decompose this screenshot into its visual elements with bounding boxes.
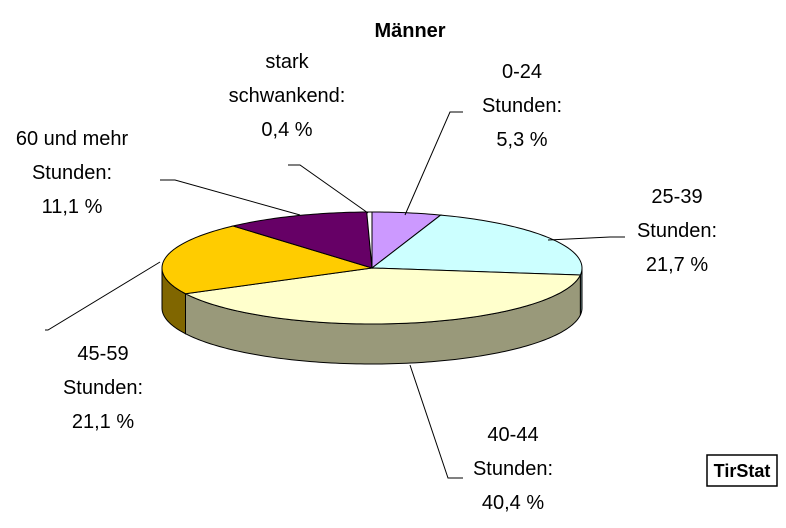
slice (371, 211, 442, 270)
slice-label: 0-24 (502, 61, 542, 83)
slice-label: 40-44 (487, 424, 538, 446)
value-label: 21,7 % (646, 254, 708, 276)
source-box (706, 454, 778, 487)
leader-line (547, 236, 625, 241)
slice-label: schwankend: (229, 85, 346, 107)
slice (183, 267, 582, 325)
slice-label: Stunden: (32, 162, 112, 184)
slice-label: Stunden: (482, 95, 562, 117)
slice-label: 25-39 (651, 186, 702, 208)
value-label: 11,1 % (42, 196, 103, 218)
leader-line (409, 364, 463, 479)
slice-label: Stunden: (473, 458, 553, 480)
slice-label: Stunden: (63, 377, 143, 399)
slice-label: 60 und mehr (16, 128, 129, 150)
slice (161, 225, 373, 295)
slice (366, 211, 373, 269)
chart-title: Männer (374, 20, 445, 42)
leader-line (288, 164, 369, 214)
leader-line (45, 261, 161, 331)
slice-label: stark (265, 51, 309, 73)
leader-line (404, 111, 463, 216)
value-label: 0,4 % (261, 119, 312, 141)
slice-label: 45-59 (77, 343, 128, 365)
value-label: 21,1 % (72, 411, 134, 433)
leader-line (160, 179, 301, 216)
source-label: TirStat (714, 461, 771, 481)
slice (231, 211, 373, 269)
slice-label: Stunden: (637, 220, 717, 242)
value-label: 40,4 % (482, 492, 544, 514)
slice (370, 214, 583, 276)
value-label: 5,3 % (496, 129, 547, 151)
